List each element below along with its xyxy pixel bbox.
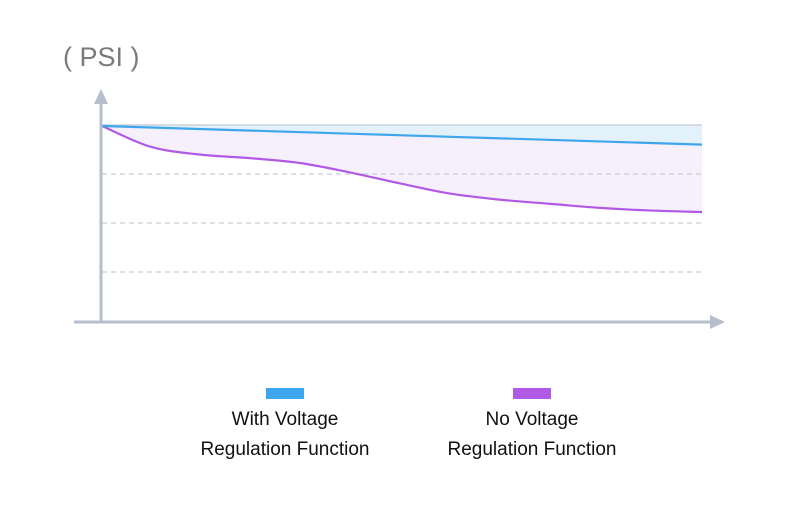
line-with-voltage bbox=[101, 124, 703, 146]
legend-label-line2: Regulation Function bbox=[447, 439, 617, 460]
legend-item-with-voltage: With Voltage Regulation Function bbox=[185, 388, 385, 465]
x-axis-arrow-icon bbox=[710, 315, 725, 329]
legend-label-line2: Regulation Function bbox=[200, 439, 370, 460]
line-no-voltage bbox=[101, 124, 703, 214]
legend-swatch-blue bbox=[266, 388, 304, 399]
y-axis-label: ( PSI ) bbox=[63, 42, 140, 72]
legend-swatch-purple bbox=[513, 388, 551, 399]
legend-item-no-voltage: No Voltage Regulation Function bbox=[422, 388, 642, 465]
legend-label-line1: With Voltage bbox=[231, 409, 339, 430]
y-axis-arrow-icon bbox=[94, 89, 108, 104]
area-no-voltage bbox=[102, 125, 702, 213]
legend-label-line1: No Voltage bbox=[485, 409, 579, 430]
